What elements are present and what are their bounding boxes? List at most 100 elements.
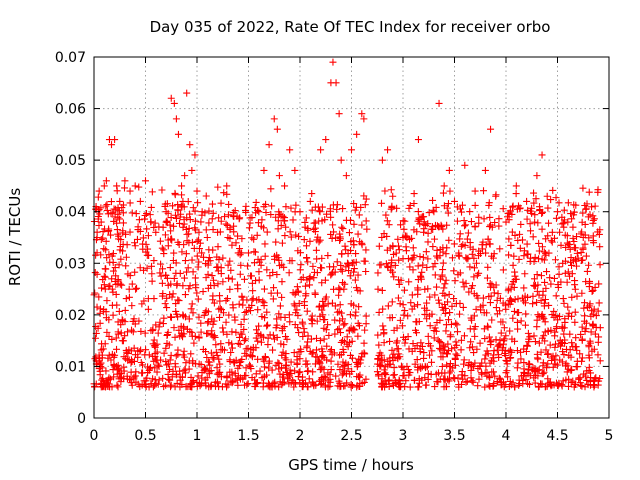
data-point	[458, 208, 466, 216]
data-point	[422, 248, 430, 256]
data-point	[544, 375, 552, 383]
data-point	[240, 325, 248, 333]
data-point	[267, 211, 275, 219]
data-point	[272, 213, 280, 221]
data-point	[108, 141, 116, 149]
data-point	[178, 191, 186, 199]
data-point	[452, 300, 460, 308]
data-point	[325, 331, 333, 339]
axis-ticks: 0 0.5 1 1.5 2 2.5 3 3.5 4 4.5 500.010.020.030.040.…	[55, 50, 614, 444]
data-point	[309, 379, 317, 387]
data-point	[494, 290, 502, 298]
data-point	[346, 311, 354, 319]
data-point	[531, 338, 539, 346]
data-point	[397, 276, 405, 284]
data-point	[94, 193, 102, 201]
data-point	[315, 356, 323, 364]
data-point	[466, 208, 474, 216]
data-point	[304, 332, 312, 340]
data-point	[594, 307, 602, 315]
data-point	[441, 280, 449, 288]
data-point	[128, 209, 136, 217]
data-point	[442, 250, 450, 258]
data-point	[460, 332, 468, 340]
data-point	[590, 215, 598, 223]
data-point	[259, 297, 267, 305]
data-point	[258, 374, 266, 382]
data-point	[181, 172, 189, 180]
data-point	[208, 215, 216, 223]
data-point	[564, 362, 572, 370]
data-point	[567, 254, 575, 262]
data-point	[450, 240, 458, 248]
data-point	[420, 354, 428, 362]
data-point	[374, 355, 382, 363]
data-point	[330, 285, 338, 293]
data-point	[235, 333, 243, 341]
data-point	[466, 344, 474, 352]
data-point	[182, 250, 190, 258]
data-point	[189, 309, 197, 317]
data-point	[279, 348, 287, 356]
data-point	[223, 190, 231, 198]
data-point	[191, 207, 199, 215]
data-point	[267, 289, 275, 297]
data-point	[291, 367, 299, 375]
data-point	[146, 211, 154, 219]
data-point	[570, 211, 578, 219]
data-point	[250, 248, 258, 256]
data-point	[596, 375, 604, 383]
data-point	[141, 329, 149, 337]
data-point	[237, 358, 245, 366]
data-point	[243, 381, 251, 389]
data-point	[357, 356, 365, 364]
data-point	[481, 355, 489, 363]
data-point	[531, 379, 539, 387]
data-point	[102, 380, 110, 388]
data-point	[259, 333, 267, 341]
data-point	[235, 300, 243, 308]
data-point	[523, 342, 531, 350]
data-point	[517, 348, 525, 356]
data-point	[195, 228, 203, 236]
data-point	[101, 285, 109, 293]
data-point	[344, 343, 352, 351]
data-point	[95, 293, 103, 301]
data-point	[414, 301, 422, 309]
data-point	[176, 213, 184, 221]
data-point	[500, 324, 508, 332]
data-point	[420, 349, 428, 357]
data-point	[172, 300, 180, 308]
data-point	[294, 373, 302, 381]
data-point	[572, 244, 580, 252]
data-point	[212, 348, 220, 356]
data-point	[587, 328, 595, 336]
data-point	[119, 209, 127, 217]
data-point	[303, 344, 311, 352]
data-point	[270, 335, 278, 343]
data-point	[320, 301, 328, 309]
data-point	[565, 241, 573, 249]
data-point	[324, 300, 332, 308]
data-point	[182, 359, 190, 367]
data-point	[572, 381, 580, 389]
data-point	[263, 266, 271, 274]
data-point	[514, 236, 522, 244]
data-point	[145, 366, 153, 374]
data-point	[415, 383, 423, 391]
x-tick-label: 0	[90, 428, 99, 444]
data-point	[510, 252, 518, 260]
data-point	[414, 136, 422, 144]
data-point	[147, 203, 155, 211]
data-point	[237, 261, 245, 269]
data-point	[295, 232, 303, 240]
data-point	[243, 262, 251, 270]
data-point	[572, 343, 580, 351]
data-point	[163, 332, 171, 340]
data-point	[147, 364, 155, 372]
data-point	[508, 348, 516, 356]
data-point	[402, 243, 410, 251]
data-point	[354, 360, 362, 368]
data-point	[513, 318, 521, 326]
data-point	[278, 239, 286, 247]
